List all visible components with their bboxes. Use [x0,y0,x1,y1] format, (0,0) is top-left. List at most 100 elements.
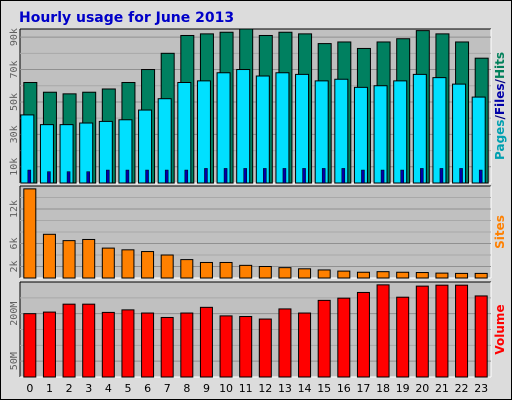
bar-volume [337,297,351,378]
bar-pages [439,168,444,184]
x-tick-label: 0 [26,382,33,395]
bar-files [79,122,94,184]
y-tick-label: 30k [9,125,20,143]
y-tick-label: 90k [9,28,20,46]
y-tick-label: 6k [9,237,20,249]
bar-sites [356,271,370,279]
bar-volume [317,299,331,378]
legend-text: Volume [493,304,507,354]
bar-sites [415,272,429,279]
bar-volume [219,315,233,378]
bar-volume [435,284,449,378]
bar-sites [258,266,272,279]
x-tick-label: 4 [105,382,112,395]
bar-sites [160,254,174,279]
chart-title: Hourly usage for June 2013 [19,10,234,26]
x-tick-label: 3 [85,382,92,395]
bar-volume [356,291,370,378]
bar-volume [42,311,56,378]
bar-files [314,80,329,184]
x-tick-label: 23 [474,382,488,395]
legend-2: Sites [493,215,507,249]
bar-pages [478,169,483,184]
bar-pages [145,169,149,184]
legend-1: Pages/Files/Hits [493,52,507,160]
bar-pages [223,168,228,184]
bar-sites [42,233,56,279]
y-tick-label: 12k [9,200,20,218]
bar-files [353,86,368,184]
bar-volume [278,308,292,378]
bar-pages [164,169,169,184]
bar-pages [184,169,189,184]
bar-volume [121,309,135,378]
x-tick-label: 14 [298,382,312,395]
bar-volume [82,303,96,378]
legend-text: Hits [493,52,507,79]
bar-sites [435,272,449,279]
bar-files [393,80,408,184]
x-tick-label: 8 [183,382,190,395]
bar-volume [62,303,76,378]
legend-text: Pages [493,120,507,160]
bar-sites [317,269,331,279]
x-tick-label: 10 [219,382,233,395]
bar-sites [455,272,469,279]
y-tick-label: 50k [9,93,20,111]
bar-pages [420,168,424,184]
bar-pages [66,171,71,184]
x-tick-label: 19 [396,382,410,395]
y-tick-label: 50M [9,352,20,370]
x-tick-label: 13 [278,382,292,395]
y-tick-label: 70k [9,60,20,78]
bar-files [98,120,113,184]
bar-volume [415,285,429,378]
bar-sites [298,268,312,279]
bar-files [452,83,467,184]
bar-pages [341,168,346,184]
x-tick-label: 1 [46,382,53,395]
y-tick-label: 200M [9,302,20,326]
bar-volume [199,306,213,378]
bar-volume [474,295,488,378]
bar-files [295,73,310,184]
bar-files [118,119,133,184]
bar-pages [243,168,247,184]
bar-volume [396,296,410,378]
bar-sites [180,259,194,279]
x-tick-label: 7 [164,382,171,395]
bar-pages [282,168,287,184]
bar-files [373,85,388,184]
bar-files [255,75,270,184]
bar-sites [121,249,135,279]
bar-pages [106,169,110,184]
x-tick-label: 17 [356,382,370,395]
bar-files [39,124,54,184]
bar-pages [321,168,326,184]
bar-files [275,72,290,184]
x-tick-label: 2 [66,382,73,395]
bar-sites [141,251,155,279]
x-tick-label: 15 [317,382,331,395]
bar-volume [23,313,37,378]
bar-volume [376,284,390,378]
x-tick-label: 9 [203,382,210,395]
bar-files [59,124,74,184]
legend-text: Sites [493,215,507,249]
bar-files [236,69,251,184]
bar-pages [400,169,404,184]
bar-pages [27,169,32,184]
bar-files [216,72,231,184]
x-tick-label: 18 [376,382,390,395]
bar-sites [278,267,292,279]
bar-files [157,98,172,184]
bar-files [412,73,427,184]
bar-volume [141,312,155,378]
bar-volume [239,316,253,378]
bar-sites [337,270,351,279]
bar-pages [380,169,385,184]
bar-files [196,80,211,184]
